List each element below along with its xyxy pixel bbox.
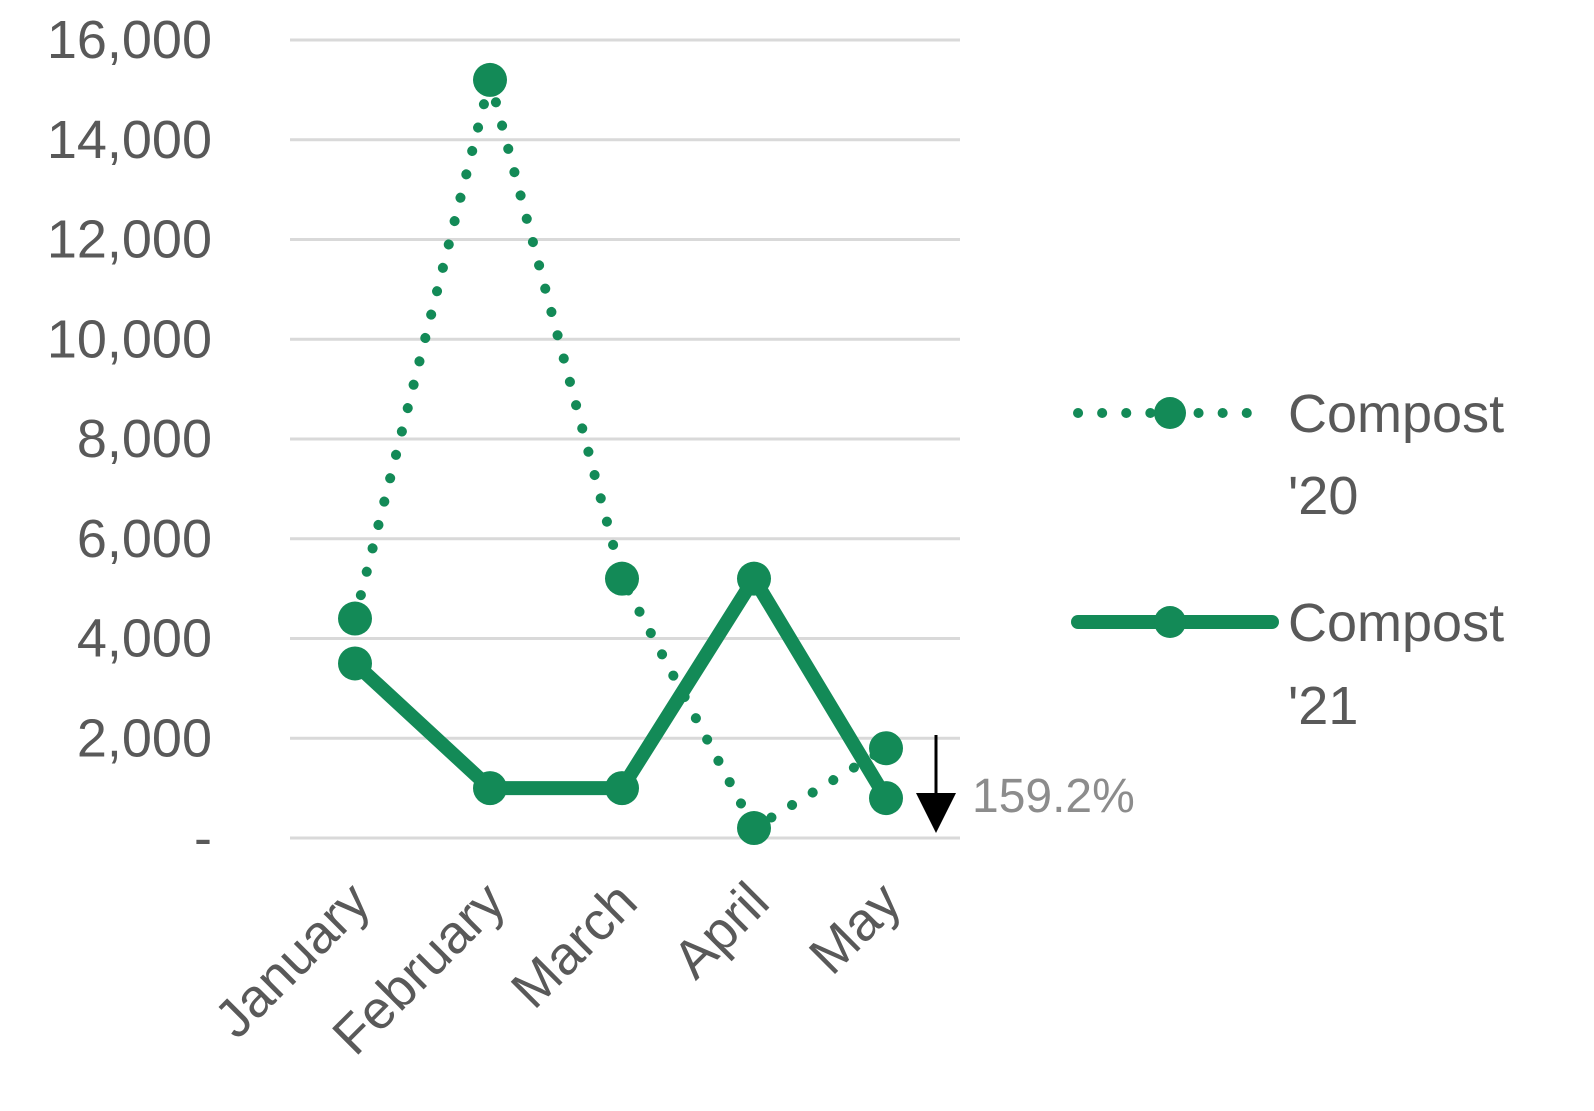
legend-label-line2: '20 [1288,466,1358,526]
y-tick-label: - [194,808,212,868]
series-1 [338,62,903,846]
change-percent-label: 159.2% [972,770,1135,823]
y-tick-label: 14,000 [47,110,212,170]
data-point [605,561,639,596]
gridlines [290,38,960,840]
legend-entry-2: Compost '21 [1071,593,1504,736]
legend-label: Compost [1288,384,1504,444]
legend-label: Compost [1288,593,1504,653]
x-tick-label: March [500,871,649,1020]
series-layer [338,62,903,846]
legend-entry-1: Compost '20 [1073,384,1504,526]
data-point [338,646,372,681]
y-axis-tick-labels: - 2,000 4,000 6,000 8,000 10,000 12,000 14,000 1… [47,10,212,868]
y-tick-label: 16,000 [47,10,212,70]
y-tick-label: 8,000 [77,409,212,469]
data-point [869,781,903,816]
x-tick-label: May [798,871,913,986]
series-line-solid [348,571,893,806]
y-tick-label: 6,000 [77,509,212,569]
legend-label-line2: '21 [1288,676,1358,736]
legend-marker [1154,606,1186,638]
series-line-dotted [350,78,891,836]
down-arrow-head-icon [916,793,956,833]
data-point [605,771,639,806]
x-tick-label: April [662,871,781,990]
data-point [473,771,507,806]
data-point [338,601,372,636]
data-point [473,62,507,97]
data-point [737,811,771,846]
change-annotation: 159.2% [916,735,1135,833]
legend: Compost '20 Compost '21 [1071,384,1504,736]
data-point [737,561,771,596]
y-tick-label: 10,000 [47,309,212,369]
y-tick-label: 4,000 [77,609,212,669]
y-tick-label: 2,000 [77,708,212,768]
series-2 [338,561,903,816]
data-point [869,731,903,766]
legend-marker [1154,397,1186,429]
y-tick-label: 12,000 [47,210,212,270]
